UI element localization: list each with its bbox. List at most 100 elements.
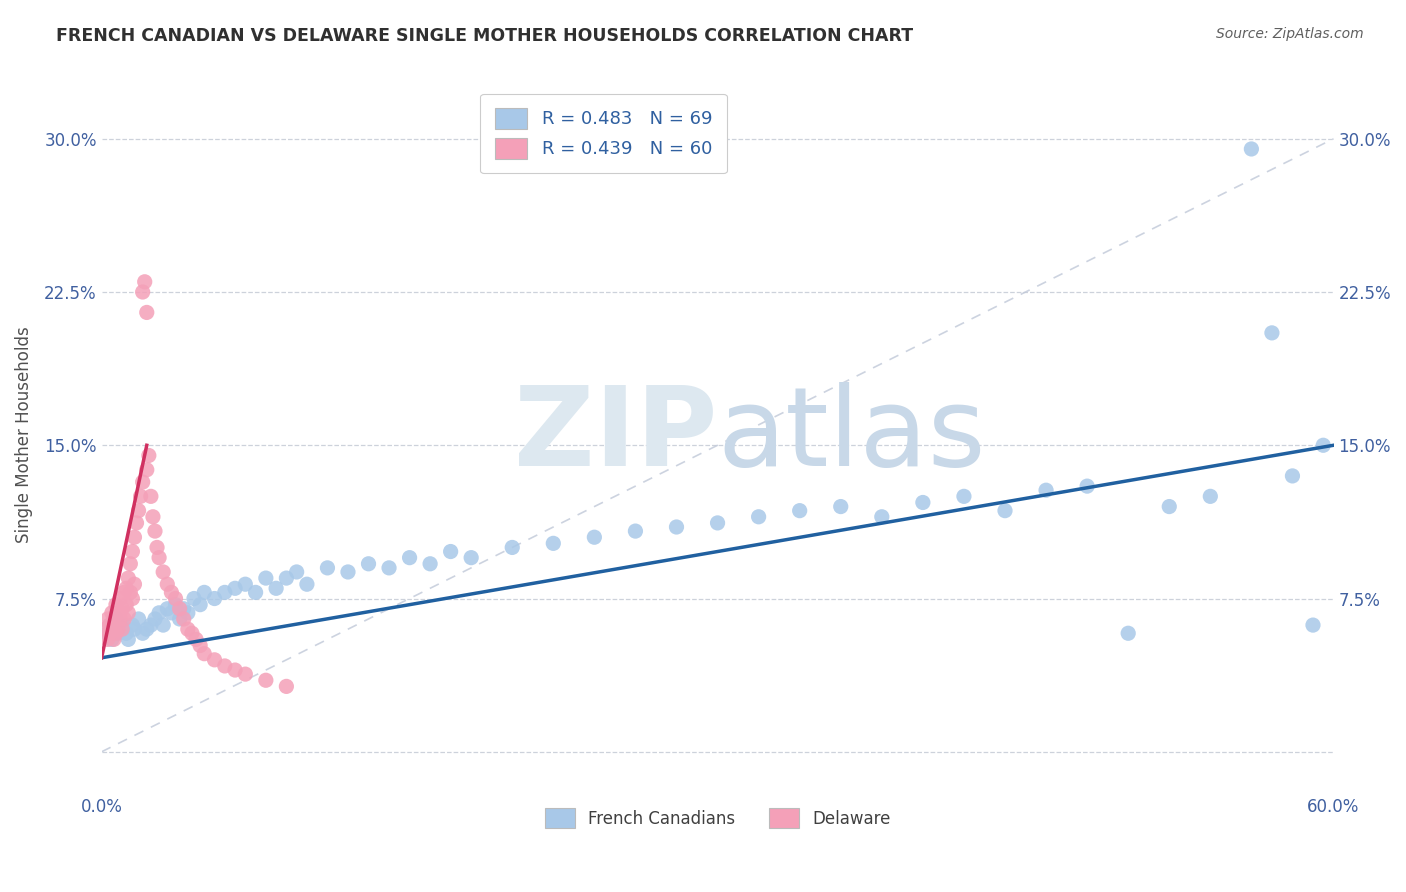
Point — [115, 598, 138, 612]
Point — [104, 598, 127, 612]
Point — [285, 565, 308, 579]
Point — [1116, 626, 1139, 640]
Point — [214, 659, 236, 673]
Point — [97, 612, 120, 626]
Point — [336, 565, 359, 579]
Point — [276, 571, 298, 585]
Point — [181, 626, 204, 640]
Point — [419, 557, 441, 571]
Point — [1035, 483, 1057, 498]
Point — [543, 536, 565, 550]
Point — [1199, 489, 1222, 503]
Point — [103, 632, 125, 647]
Point — [1281, 469, 1303, 483]
Point — [111, 622, 134, 636]
Point — [148, 606, 170, 620]
Point — [583, 530, 606, 544]
Point — [139, 618, 162, 632]
Point — [160, 606, 183, 620]
Point — [117, 606, 139, 620]
Point — [97, 626, 120, 640]
Point — [870, 509, 893, 524]
Point — [138, 449, 160, 463]
Text: FRENCH CANADIAN VS DELAWARE SINGLE MOTHER HOUSEHOLDS CORRELATION CHART: FRENCH CANADIAN VS DELAWARE SINGLE MOTHE… — [56, 27, 914, 45]
Point — [124, 530, 146, 544]
Point — [245, 585, 267, 599]
Point — [624, 524, 647, 538]
Point — [98, 618, 121, 632]
Point — [135, 463, 157, 477]
Point — [107, 606, 129, 620]
Point — [117, 571, 139, 585]
Point — [665, 520, 688, 534]
Point — [184, 632, 207, 647]
Point — [101, 632, 124, 647]
Point — [183, 591, 205, 606]
Point — [233, 667, 256, 681]
Point — [107, 626, 129, 640]
Point — [120, 585, 142, 599]
Point — [148, 550, 170, 565]
Point — [169, 612, 191, 626]
Y-axis label: Single Mother Households: Single Mother Households — [15, 326, 32, 543]
Point — [117, 632, 139, 647]
Point — [276, 680, 298, 694]
Point — [104, 626, 127, 640]
Point — [152, 618, 174, 632]
Point — [112, 612, 135, 626]
Point — [177, 606, 200, 620]
Point — [789, 503, 811, 517]
Text: ZIP: ZIP — [515, 382, 717, 489]
Point — [128, 503, 150, 517]
Point — [233, 577, 256, 591]
Point — [1240, 142, 1263, 156]
Point — [160, 585, 183, 599]
Point — [129, 489, 152, 503]
Point — [108, 612, 131, 626]
Point — [112, 585, 135, 599]
Point — [108, 622, 131, 636]
Point — [398, 550, 420, 565]
Point — [125, 516, 148, 530]
Point — [501, 541, 523, 555]
Legend: French Canadians, Delaware: French Canadians, Delaware — [538, 802, 897, 834]
Point — [94, 622, 117, 636]
Point — [204, 653, 226, 667]
Point — [440, 544, 463, 558]
Point — [295, 577, 318, 591]
Point — [193, 585, 215, 599]
Point — [224, 663, 246, 677]
Point — [139, 489, 162, 503]
Point — [107, 622, 129, 636]
Point — [121, 618, 143, 632]
Point — [128, 612, 150, 626]
Point — [131, 626, 153, 640]
Point — [1159, 500, 1181, 514]
Point — [101, 622, 124, 636]
Point — [357, 557, 380, 571]
Point — [135, 305, 157, 319]
Point — [124, 577, 146, 591]
Point — [830, 500, 852, 514]
Point — [1261, 326, 1284, 340]
Point — [97, 632, 120, 647]
Point — [146, 541, 169, 555]
Point — [254, 571, 277, 585]
Point — [953, 489, 976, 503]
Point — [214, 585, 236, 599]
Point — [103, 612, 125, 626]
Point — [104, 612, 127, 626]
Point — [911, 495, 934, 509]
Point — [173, 601, 195, 615]
Point — [143, 524, 166, 538]
Point — [378, 561, 401, 575]
Point — [98, 618, 121, 632]
Text: Source: ZipAtlas.com: Source: ZipAtlas.com — [1216, 27, 1364, 41]
Point — [706, 516, 728, 530]
Point — [173, 612, 195, 626]
Point — [108, 591, 131, 606]
Point — [124, 622, 146, 636]
Point — [254, 673, 277, 688]
Point — [98, 626, 121, 640]
Point — [142, 509, 165, 524]
